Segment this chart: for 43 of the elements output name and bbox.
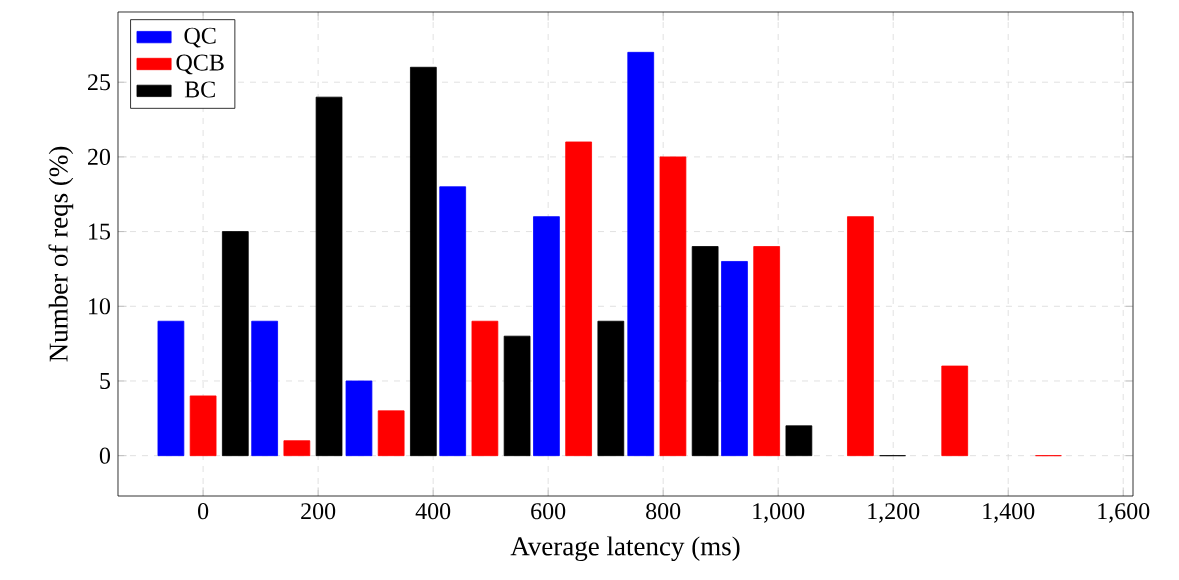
bar xyxy=(753,246,781,457)
bar xyxy=(189,395,217,457)
bar xyxy=(847,216,874,457)
legend-label: BC xyxy=(184,81,215,98)
bar xyxy=(503,335,531,457)
x-tick-label: 1,600 xyxy=(1098,503,1150,523)
x-tick-label: 1,400 xyxy=(983,503,1035,523)
x-axis-title: Average latency (ms) xyxy=(510,536,740,562)
y-tick-label: 20 xyxy=(88,148,111,165)
y-tick-label: 5 xyxy=(100,373,111,389)
y-tick-label: 10 xyxy=(89,298,111,315)
x-tick-label: 400 xyxy=(415,503,451,520)
bar xyxy=(283,440,311,457)
bar xyxy=(627,51,655,457)
y-tick-label: 0 xyxy=(99,447,111,464)
bar xyxy=(439,186,467,457)
x-tick-label: 200 xyxy=(301,503,336,520)
bar xyxy=(471,320,499,457)
bar xyxy=(251,320,278,457)
x-tick-label: 1,200 xyxy=(868,503,920,523)
bar xyxy=(221,231,249,457)
x-tick-label: 1,000 xyxy=(753,503,805,523)
bar xyxy=(597,320,625,457)
bar xyxy=(941,365,969,457)
x-tick-label: 0 xyxy=(198,503,209,520)
y-tick-label: 15 xyxy=(89,223,111,240)
bar xyxy=(377,410,405,457)
legend-label: QCB xyxy=(176,54,224,75)
bar xyxy=(345,380,373,457)
bar xyxy=(565,141,592,457)
bar xyxy=(533,216,560,457)
y-axis-title: Number of reqs (%) xyxy=(48,146,74,362)
bar xyxy=(157,320,185,457)
bar xyxy=(410,66,437,457)
bar xyxy=(721,261,748,457)
x-tick-label: 600 xyxy=(531,503,566,520)
x-tick-label: 800 xyxy=(646,503,681,520)
bar xyxy=(785,425,813,457)
legend-label: QC xyxy=(184,27,216,48)
bar xyxy=(659,156,687,457)
bar xyxy=(691,246,719,457)
bar xyxy=(315,96,343,457)
y-tick-label: 25 xyxy=(88,74,111,91)
